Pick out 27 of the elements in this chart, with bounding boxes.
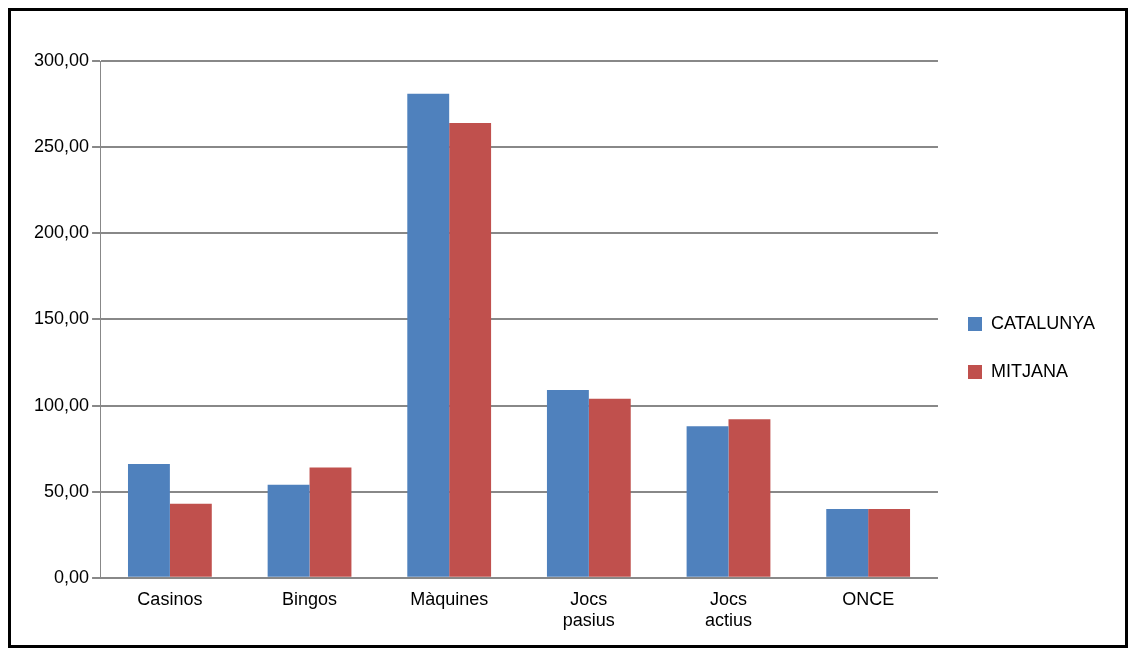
legend-label: CATALUNYA (990, 312, 1096, 333)
x-tick-label: Casinos (137, 588, 203, 609)
bar (868, 508, 911, 577)
x-tick-label: Jocs pasius (562, 588, 615, 631)
y-tick-label: 200,00 (33, 222, 90, 243)
legend-label: MITJANA (990, 360, 1068, 381)
y-tick-label: 50,00 (44, 480, 90, 501)
y-tick-label: 100,00 (33, 394, 90, 415)
bar (686, 426, 729, 577)
bar (309, 467, 352, 577)
bar (826, 508, 869, 577)
bar (588, 398, 631, 577)
x-tick-label: ONCE (842, 588, 895, 609)
bar (267, 484, 310, 577)
x-tick-label: Màquines (410, 588, 489, 609)
y-tick-label: 300,00 (33, 49, 90, 70)
bar (449, 123, 492, 577)
bar (127, 464, 170, 577)
bar (169, 503, 212, 577)
bar (407, 93, 450, 577)
bar (728, 419, 771, 577)
x-tick-label: Jocs actius (704, 588, 753, 631)
y-tick-label: 250,00 (33, 136, 90, 157)
bar (546, 390, 589, 577)
y-tick-label: 0,00 (54, 566, 90, 587)
x-tick-label: Bingos (282, 588, 338, 609)
y-tick-label: 150,00 (33, 308, 90, 329)
